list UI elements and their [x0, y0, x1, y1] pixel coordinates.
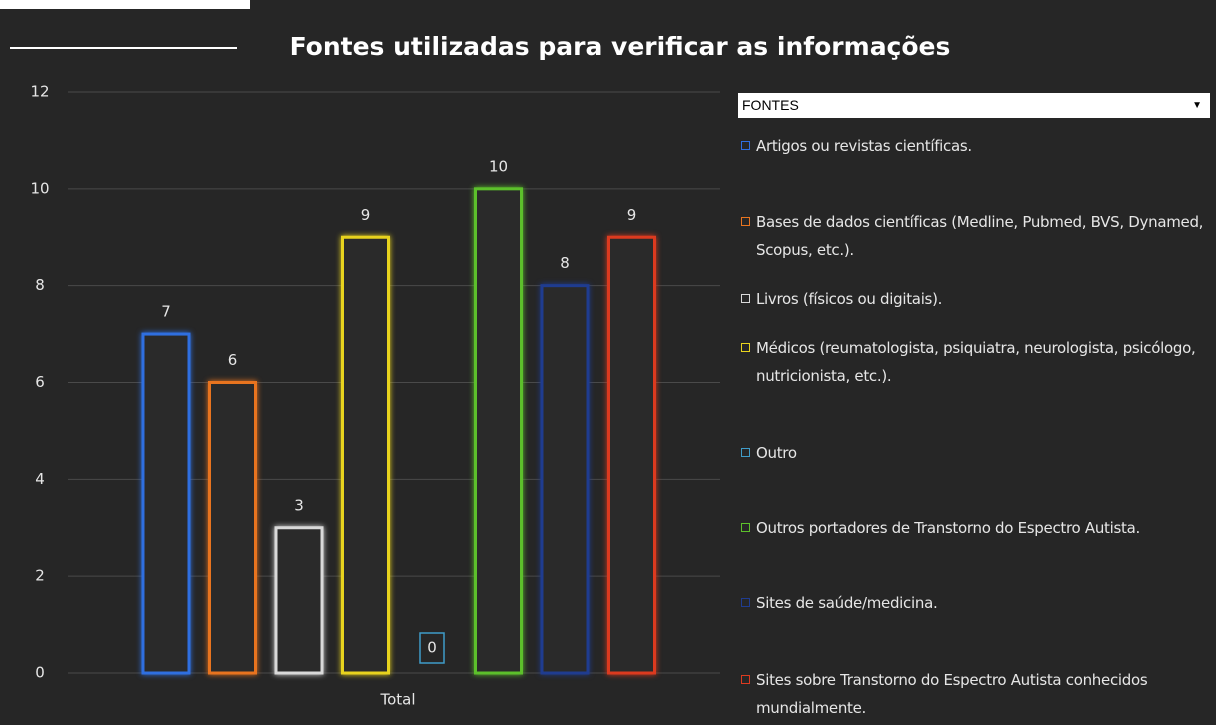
legend-entry[interactable]: Médicos (reumatologista, psiquiatra, neu… — [738, 334, 1216, 390]
bar — [474, 187, 523, 675]
legend-swatch — [741, 675, 750, 684]
y-tick-label: 12 — [30, 83, 49, 101]
legend-label: Médicos (reumatologista, psiquiatra, neu… — [756, 339, 1196, 385]
data-label: 6 — [228, 351, 238, 369]
top-strip — [0, 0, 250, 9]
legend-label: Outro — [756, 444, 797, 462]
dropdown-arrow[interactable]: ▼ — [1192, 100, 1202, 111]
legend-swatch — [741, 523, 750, 532]
data-label: 3 — [294, 496, 304, 514]
legend-entry[interactable]: Outro — [738, 439, 1216, 467]
legend-entry[interactable]: Artigos ou revistas científicas. — [738, 132, 1216, 160]
data-label: 0 — [427, 639, 437, 657]
legend-header[interactable]: FONTES ▼ — [738, 93, 1210, 118]
legend-label: Livros (físicos ou digitais). — [756, 290, 943, 308]
data-label-box — [419, 632, 445, 664]
legend-title: FONTES — [742, 97, 799, 113]
data-label: 10 — [489, 157, 508, 175]
legend-entry[interactable]: Sites sobre Transtorno do Espectro Autis… — [738, 666, 1216, 722]
legend-label: Bases de dados científicas (Medline, Pub… — [756, 213, 1204, 259]
legend-swatch — [741, 217, 750, 226]
y-tick-label: 10 — [30, 179, 49, 197]
y-tick-label: 6 — [35, 373, 45, 391]
legend-swatch — [741, 598, 750, 607]
legend-entry[interactable]: Livros (físicos ou digitais). — [738, 285, 1216, 313]
data-label: 7 — [161, 303, 171, 321]
legend-swatch — [741, 343, 750, 352]
data-label: 9 — [627, 206, 637, 224]
chart-title: Fontes utilizadas para verificar as info… — [290, 32, 951, 61]
legend-entry[interactable]: Outros portadores de Transtorno do Espec… — [738, 514, 1216, 542]
bar — [540, 284, 590, 675]
bar — [607, 235, 656, 675]
legend-swatch — [741, 294, 750, 303]
legend-swatch — [741, 448, 750, 457]
bar — [141, 332, 191, 675]
y-tick-label: 0 — [35, 664, 45, 682]
legend-label: Outros portadores de Transtorno do Espec… — [756, 519, 1140, 537]
y-tick-label: 8 — [35, 276, 45, 294]
bar — [208, 381, 257, 675]
legend-label: Sites de saúde/medicina. — [756, 594, 938, 612]
bar — [274, 526, 324, 675]
x-tick-label: Total — [379, 691, 415, 709]
data-label: 8 — [560, 254, 570, 272]
y-tick-label: 2 — [35, 567, 45, 585]
data-label: 9 — [361, 206, 371, 224]
legend-swatch — [741, 141, 750, 150]
legend-entry[interactable]: Sites de saúde/medicina. — [738, 589, 1216, 617]
legend-entry[interactable]: Bases de dados científicas (Medline, Pub… — [738, 208, 1216, 264]
legend-label: Sites sobre Transtorno do Espectro Autis… — [756, 671, 1148, 717]
legend-label: Artigos ou revistas científicas. — [756, 137, 972, 155]
y-tick-label: 4 — [35, 470, 45, 488]
bar — [341, 235, 390, 675]
